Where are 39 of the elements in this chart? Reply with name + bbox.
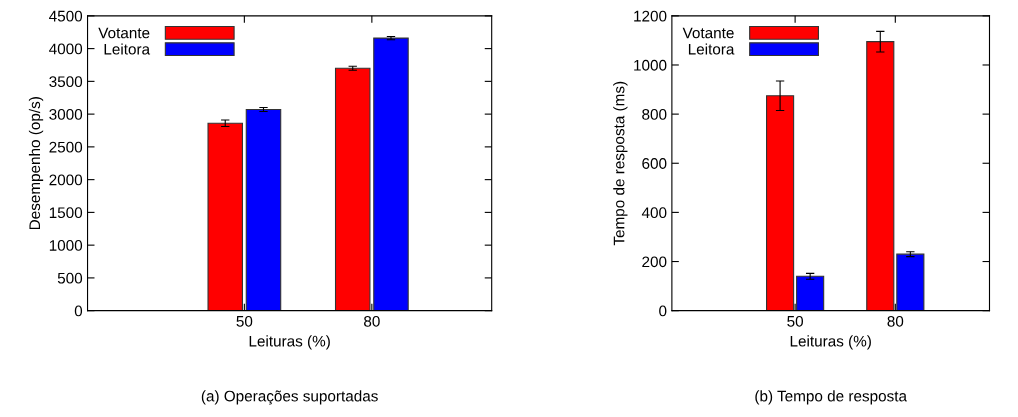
y-tick-label: 1000 — [49, 240, 83, 251]
bar — [896, 253, 925, 311]
y-tick-label: 1200 — [634, 10, 667, 22]
bar — [866, 41, 895, 311]
y-tick-label: 0 — [74, 305, 83, 317]
bar — [245, 108, 282, 311]
x-tick-label: 50 — [236, 315, 253, 327]
y-tick-label: 1000 — [634, 59, 667, 71]
y-tick-label: 2500 — [49, 141, 83, 153]
bar — [334, 67, 371, 311]
text: (b) Tempo de resposta — [755, 390, 907, 405]
bar — [766, 95, 795, 311]
y-axis-title: Tempo de resposta (ms) — [613, 81, 628, 246]
y-tick-label: 4500 — [49, 10, 83, 22]
y-tick-label: 3000 — [49, 108, 83, 120]
legend-label: Leitora — [104, 43, 151, 55]
y-tick-label: 4000 — [49, 43, 83, 55]
y-tick-label: 3500 — [49, 76, 83, 88]
x-tick-label: 80 — [364, 315, 380, 327]
x-tick-label: 50 — [787, 315, 804, 327]
y-tick-label: 0 — [659, 305, 667, 317]
bar — [796, 275, 825, 311]
bar — [207, 122, 244, 311]
text: (a) Operações suportadas — [201, 390, 378, 405]
legend-label: Votante — [98, 27, 150, 39]
y-tick-label: 800 — [642, 108, 667, 120]
x-axis-title: Leituras (%) — [249, 335, 330, 350]
x-axis-title: Leituras (%) — [790, 335, 871, 350]
y-tick-label: 200 — [642, 256, 667, 268]
legend-label: Votante — [682, 27, 734, 39]
y-tick-label: 600 — [642, 158, 667, 169]
y-tick-label: 400 — [641, 207, 667, 219]
y-axis-title: Desempenho (op/s) — [28, 97, 44, 230]
y-tick-label: 2000 — [49, 174, 83, 186]
legend-label: Leitora — [688, 43, 735, 55]
y-tick-label: 1500 — [49, 207, 83, 219]
bar — [373, 37, 409, 311]
x-tick-label: 80 — [887, 315, 904, 327]
y-tick-label: 500 — [57, 272, 83, 284]
